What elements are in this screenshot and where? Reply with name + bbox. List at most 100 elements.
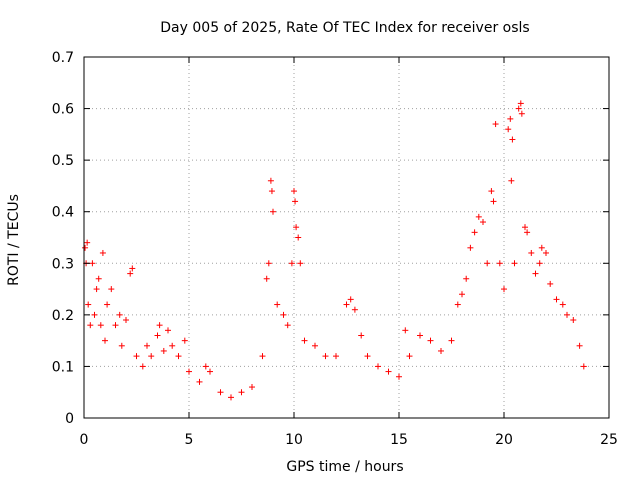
data-point	[347, 296, 354, 303]
data-point	[148, 353, 155, 360]
data-point	[160, 347, 167, 354]
data-point	[95, 275, 102, 282]
data-point	[547, 280, 554, 287]
data-point	[385, 368, 392, 375]
data-point	[427, 337, 434, 344]
data-point	[480, 219, 486, 226]
chart-title: Day 005 of 2025, Rate Of TEC Index for r…	[160, 20, 529, 36]
data-point	[333, 353, 339, 360]
data-point	[484, 260, 491, 267]
data-point	[564, 311, 570, 318]
data-point	[522, 224, 528, 231]
data-point	[358, 332, 365, 339]
data-point	[364, 353, 371, 360]
data-point	[93, 286, 100, 293]
grid-lines	[84, 57, 609, 418]
data-point	[181, 337, 188, 344]
data-point	[292, 198, 299, 205]
y-tick-label: 0.4	[52, 205, 74, 221]
data-point	[508, 177, 515, 184]
data-point	[228, 394, 234, 401]
y-tick-label: 0	[65, 411, 74, 427]
data-point	[284, 322, 291, 329]
data-point	[532, 270, 539, 277]
data-point	[580, 363, 587, 370]
data-point	[144, 342, 150, 349]
y-tick-label: 0.3	[52, 256, 74, 272]
data-point	[263, 275, 270, 282]
data-point	[496, 260, 503, 267]
data-point	[396, 373, 402, 380]
data-point	[127, 270, 134, 277]
data-point	[293, 224, 300, 231]
data-point	[175, 353, 182, 360]
data-point	[165, 327, 171, 334]
data-point	[97, 322, 104, 329]
data-point	[459, 291, 465, 298]
data-point	[85, 301, 92, 308]
data-point	[267, 177, 274, 184]
data-point	[129, 265, 136, 272]
data-point	[112, 322, 119, 329]
data-point	[297, 260, 304, 267]
data-point	[133, 353, 140, 360]
data-point	[270, 208, 276, 215]
data-point	[492, 121, 499, 128]
data-point	[406, 353, 413, 360]
x-axis-label: GPS time / hours	[286, 459, 403, 475]
y-axis-label: ROTI / TECUs	[6, 194, 22, 286]
y-axis-ticks: 0 0.1 0.2 0.3 0.4 0.5 0.6 0.7	[52, 50, 609, 427]
data-point	[524, 229, 531, 236]
data-point	[217, 389, 224, 396]
data-point	[505, 126, 512, 133]
data-point	[471, 229, 478, 236]
data-point	[274, 301, 281, 308]
data-point	[89, 260, 96, 267]
plot-frame	[83, 56, 610, 419]
data-point	[291, 188, 297, 195]
data-point	[82, 244, 89, 251]
data-point	[154, 332, 161, 339]
data-point	[196, 378, 203, 385]
y-tick-label: 0.5	[52, 153, 74, 169]
data-point	[515, 105, 522, 112]
y-tick-label: 0.2	[52, 308, 74, 324]
data-point	[207, 368, 213, 375]
data-point	[301, 337, 308, 344]
data-point	[501, 286, 507, 293]
y-tick-label: 0.1	[52, 359, 74, 375]
x-axis-ticks: 0 5 10 15 20 25	[80, 57, 618, 448]
data-point	[343, 301, 350, 308]
data-point	[536, 260, 543, 267]
x-tick-label: 0	[80, 432, 89, 448]
data-point	[490, 198, 497, 205]
data-point	[517, 100, 524, 107]
data-point	[108, 286, 115, 293]
x-tick-label: 5	[185, 432, 194, 448]
data-point	[123, 317, 129, 324]
x-tick-label: 25	[600, 432, 618, 448]
data-point	[559, 301, 566, 308]
data-point	[295, 234, 302, 241]
x-tick-label: 10	[285, 432, 303, 448]
x-tick-label: 20	[495, 432, 513, 448]
data-point	[454, 301, 461, 308]
data-point	[288, 260, 295, 267]
data-point	[351, 306, 358, 313]
data-point	[538, 244, 545, 251]
data-point	[375, 363, 381, 370]
data-point	[265, 260, 272, 267]
data-point	[312, 342, 318, 349]
data-point	[169, 342, 176, 349]
data-point	[509, 136, 516, 143]
data-point	[463, 275, 470, 282]
data-point	[438, 347, 444, 354]
data-point	[118, 342, 125, 349]
data-point	[84, 239, 91, 246]
y-tick-label: 0.6	[52, 102, 74, 118]
data-point	[91, 311, 98, 318]
data-point	[475, 213, 482, 220]
data-point	[139, 363, 146, 370]
